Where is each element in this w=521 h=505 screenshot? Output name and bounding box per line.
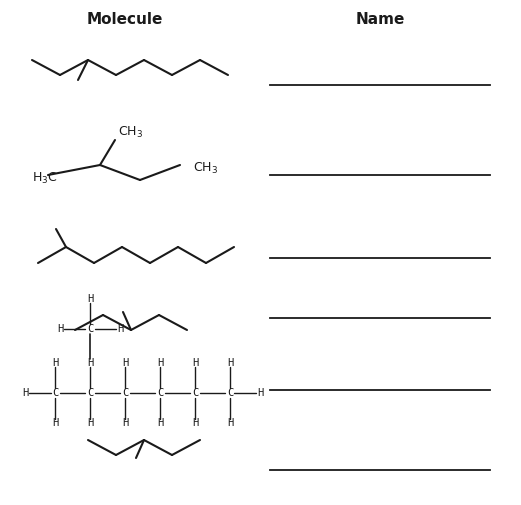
- Text: C: C: [192, 388, 198, 398]
- Text: H: H: [192, 418, 198, 428]
- Text: H: H: [52, 358, 58, 368]
- Text: C: C: [227, 388, 233, 398]
- Text: $\mathrm{CH_3}$: $\mathrm{CH_3}$: [118, 124, 143, 139]
- Text: $\mathrm{H_3C}$: $\mathrm{H_3C}$: [32, 171, 57, 185]
- Text: H: H: [22, 388, 28, 398]
- Text: C: C: [122, 388, 128, 398]
- Text: H: H: [122, 418, 128, 428]
- Text: H: H: [192, 358, 198, 368]
- Text: H: H: [257, 388, 263, 398]
- Text: H: H: [87, 294, 93, 304]
- Text: H: H: [227, 358, 233, 368]
- Text: H: H: [87, 358, 93, 368]
- Text: H: H: [117, 324, 123, 334]
- Text: H: H: [157, 358, 163, 368]
- Text: Molecule: Molecule: [87, 12, 163, 27]
- Text: C: C: [87, 324, 93, 334]
- Text: H: H: [52, 418, 58, 428]
- Text: H: H: [122, 358, 128, 368]
- Text: $\mathrm{CH_3}$: $\mathrm{CH_3}$: [193, 161, 218, 176]
- Text: C: C: [157, 388, 163, 398]
- Text: Name: Name: [355, 12, 405, 27]
- Text: H: H: [57, 324, 63, 334]
- Text: C: C: [52, 388, 58, 398]
- Text: H: H: [157, 418, 163, 428]
- Text: H: H: [87, 418, 93, 428]
- Text: C: C: [87, 388, 93, 398]
- Text: H: H: [227, 418, 233, 428]
